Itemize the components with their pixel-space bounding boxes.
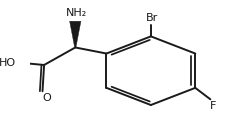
Polygon shape — [69, 21, 81, 47]
Text: F: F — [209, 101, 215, 111]
Text: O: O — [42, 93, 51, 103]
Text: HO: HO — [0, 58, 16, 68]
Text: NH₂: NH₂ — [65, 8, 87, 18]
Text: Br: Br — [145, 13, 157, 22]
